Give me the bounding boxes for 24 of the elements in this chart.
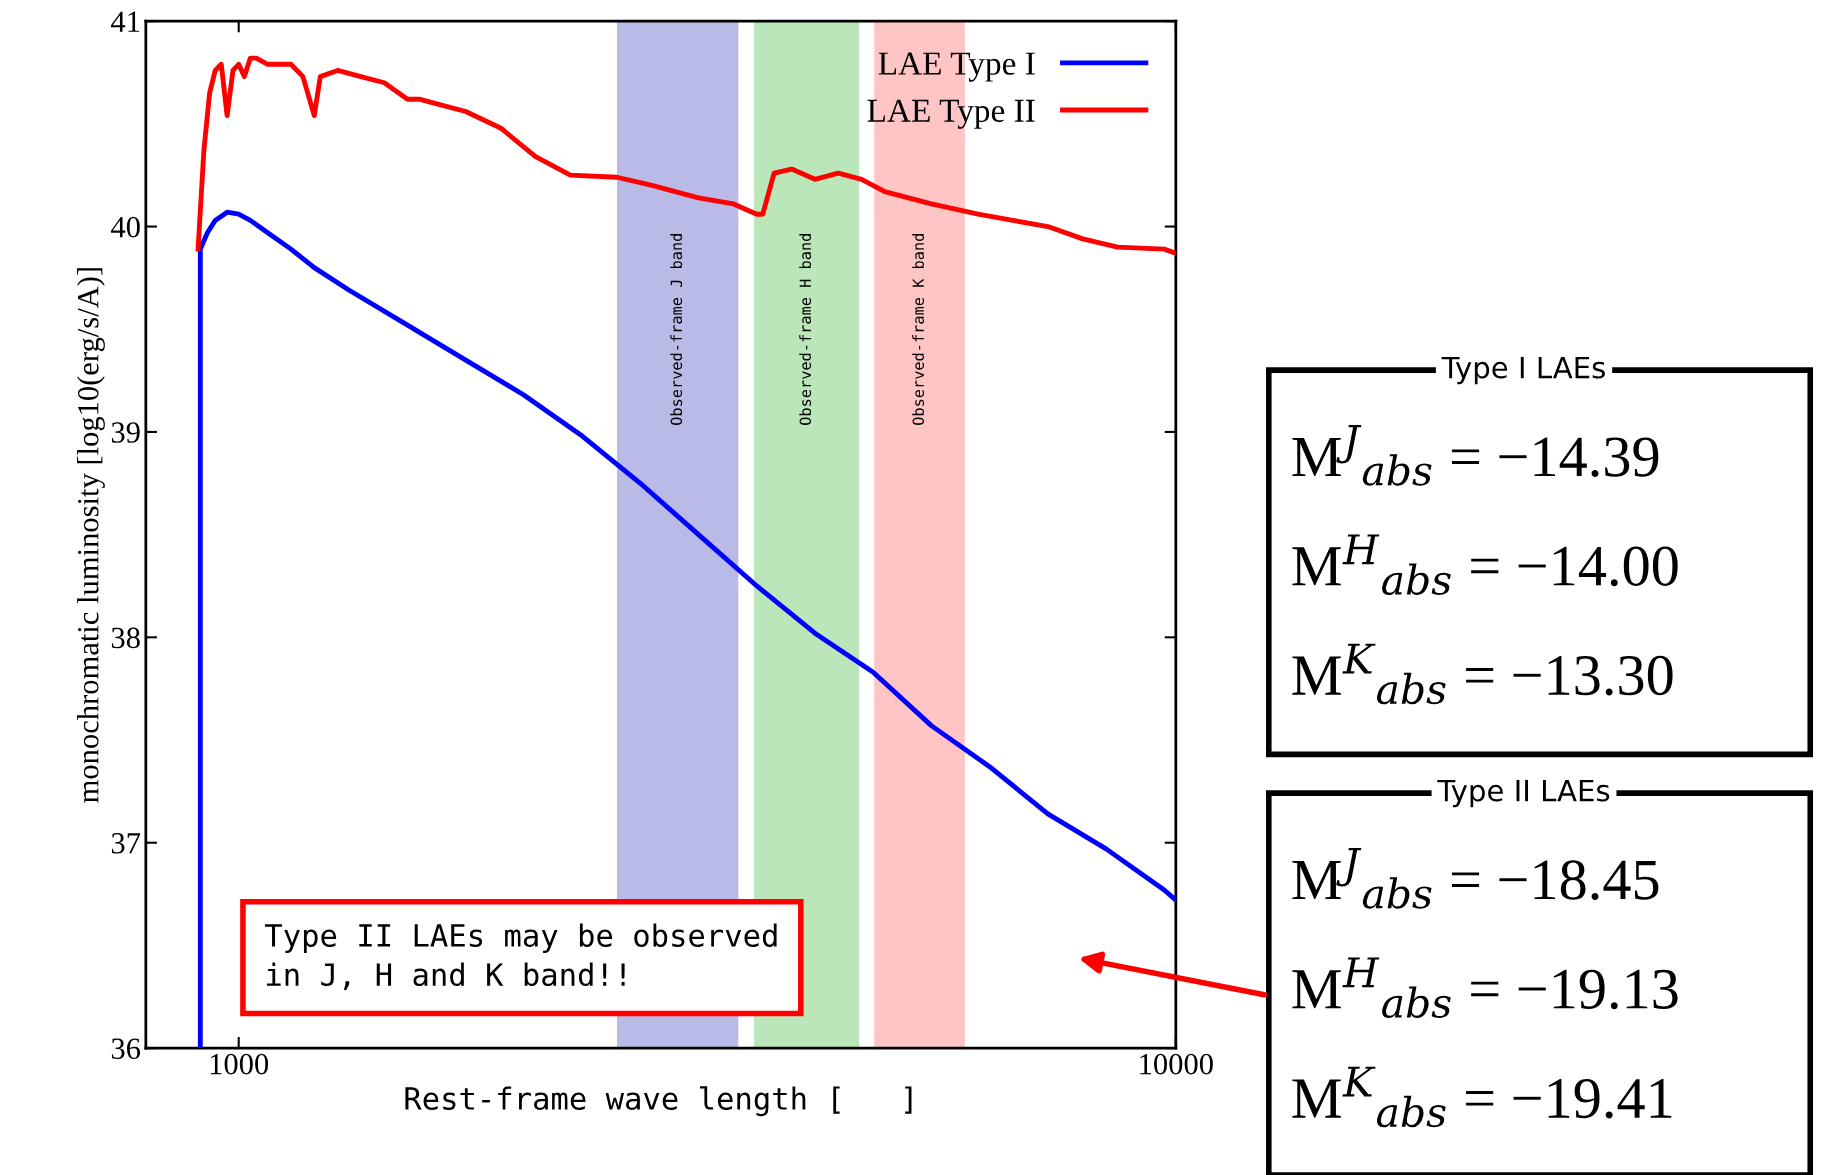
y-tick-label: 36 <box>111 1038 141 1059</box>
band-label: Observed-frame K band <box>912 234 925 425</box>
x-tick-label: 10000 <box>1140 1053 1213 1075</box>
legend-label: LAE Type II <box>867 99 1035 129</box>
x-axis-title: Rest-frame wave length [ ] <box>405 1086 912 1117</box>
text: M$^{J}$$_{abs}$ = −18.45 <box>1292 848 1659 909</box>
y-axis-title: monochromatic luminosity [log10(erg/s/A)] <box>77 268 105 803</box>
text: Type I LAEs <box>1441 356 1605 385</box>
band-label: Observed-frame J band <box>670 234 683 425</box>
text: M$^{K}$$_{abs}$ = −13.30 <box>1292 643 1673 705</box>
text: Type II LAEs <box>1437 779 1610 808</box>
legend-label: LAE Type I <box>878 52 1035 82</box>
y-tick-label: 41 <box>111 11 140 32</box>
text: M$^{H}$$_{abs}$ = −19.13 <box>1292 957 1678 1019</box>
annotation: Type II LAEs may be observed in J, H and K band!! <box>265 923 777 990</box>
x-tick-label: 1000 <box>210 1053 269 1075</box>
text: M$^{K}$$_{abs}$ = −19.41 <box>1292 1066 1672 1128</box>
y-tick-label: 37 <box>111 833 141 854</box>
y-tick-label: 40 <box>111 216 140 238</box>
y-tick-label: 38 <box>111 627 140 649</box>
y-tick-label: 39 <box>111 422 140 443</box>
band-label: Observed-frame H band <box>799 234 812 425</box>
text: M$^{J}$$_{abs}$ = −14.39 <box>1292 425 1659 486</box>
text: M$^{H}$$_{abs}$ = −14.00 <box>1292 534 1678 596</box>
